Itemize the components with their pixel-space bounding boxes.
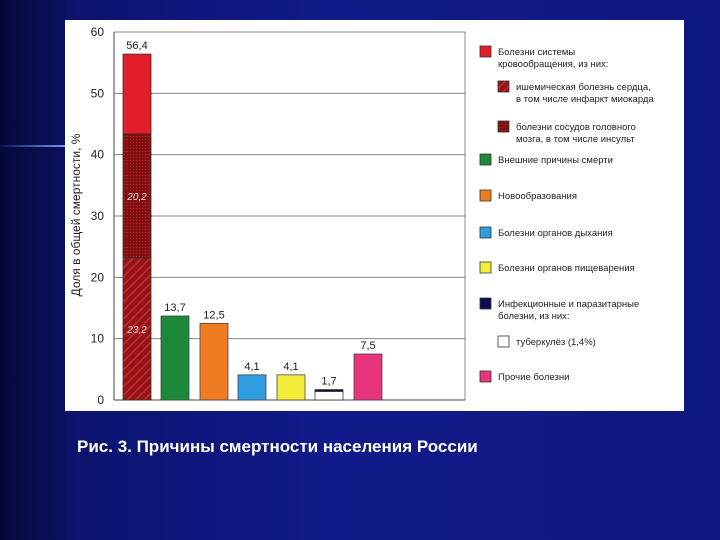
legend-swatch-tuberculosis [497, 335, 510, 348]
y-tick-label: 10 [91, 332, 105, 346]
legend-label-circulatory: Болезни системы [498, 47, 575, 58]
bar-value-label: 56,4 [126, 40, 147, 52]
y-tick-label: 0 [97, 393, 104, 407]
legend-label-infectious: болезни, из них: [498, 311, 570, 322]
bar-value-label: 13,7 [164, 302, 185, 314]
legend-label-ischemic: ишемическая болезнь сердца, [516, 82, 651, 93]
legend-label-other: Прочие болезни [498, 372, 569, 383]
legend-swatch-circulatory [479, 45, 492, 58]
bar-segment-circulatory_rest [122, 53, 152, 135]
bar-other [353, 353, 383, 401]
legend-label-ischemic: в том числе инфаркт миокарда [516, 94, 654, 105]
legend-label-infectious: Инфекционные и паразитарные [498, 299, 639, 310]
bar-segment-cerebro [122, 133, 152, 259]
bar-segment-ischemic [122, 257, 152, 401]
legend-swatch-digestive [479, 261, 492, 274]
bar-external [160, 315, 190, 401]
left-stripe [0, 0, 66, 540]
segment-value-label: 20,2 [126, 192, 147, 203]
bar-value-label: 4,1 [244, 361, 259, 373]
accent-line [0, 145, 66, 147]
legend-swatch-external [479, 153, 492, 166]
bar-neoplasms [199, 322, 229, 401]
legend-label-cerebro: болезни сосудов головного [516, 122, 636, 133]
bar-segment-infectious_rest [314, 389, 344, 392]
bar-digestive [276, 374, 306, 401]
legend-label-neoplasms: Новообразования [498, 191, 577, 202]
legend-label-cerebro: мозга, в том числе инсульт [516, 134, 635, 145]
bar-value-label: 7,5 [360, 340, 375, 352]
segment-value-label: 23,2 [126, 325, 147, 336]
legend-swatch-other [479, 370, 492, 383]
legend-label-digestive: Болезни органов пищеварения [498, 263, 635, 274]
figure-caption: Рис. 3. Причины смертности населения Рос… [77, 437, 478, 456]
legend-label-circulatory: кровообращения, из них: [498, 59, 608, 70]
legend-label-external: Внешние причины смерти [498, 155, 613, 166]
y-tick-label: 40 [91, 148, 105, 162]
legend-swatch-ischemic [497, 80, 510, 93]
legend-swatch-cerebro [497, 120, 510, 133]
legend-swatch-infectious [479, 297, 492, 310]
legend-swatch-respiratory [479, 226, 492, 239]
legend-label-tuberculosis: туберкулёз (1,4%) [516, 337, 596, 348]
y-tick-label: 20 [91, 270, 105, 284]
y-tick-label: 60 [91, 25, 105, 39]
y-axis-label: Доля в общей смертности, % [69, 133, 83, 296]
y-tick-label: 50 [91, 86, 105, 100]
legend-swatch-neoplasms [479, 189, 492, 202]
bar-segment-tuberculosis [314, 391, 344, 401]
legend-label-respiratory: Болезни органов дыхания [498, 228, 613, 239]
bar-respiratory [237, 374, 267, 401]
y-tick-label: 30 [91, 209, 105, 223]
bar-value-label: 4,1 [283, 361, 298, 373]
bar-value-label: 1,7 [321, 376, 336, 388]
bar-value-label: 12,5 [203, 309, 224, 321]
